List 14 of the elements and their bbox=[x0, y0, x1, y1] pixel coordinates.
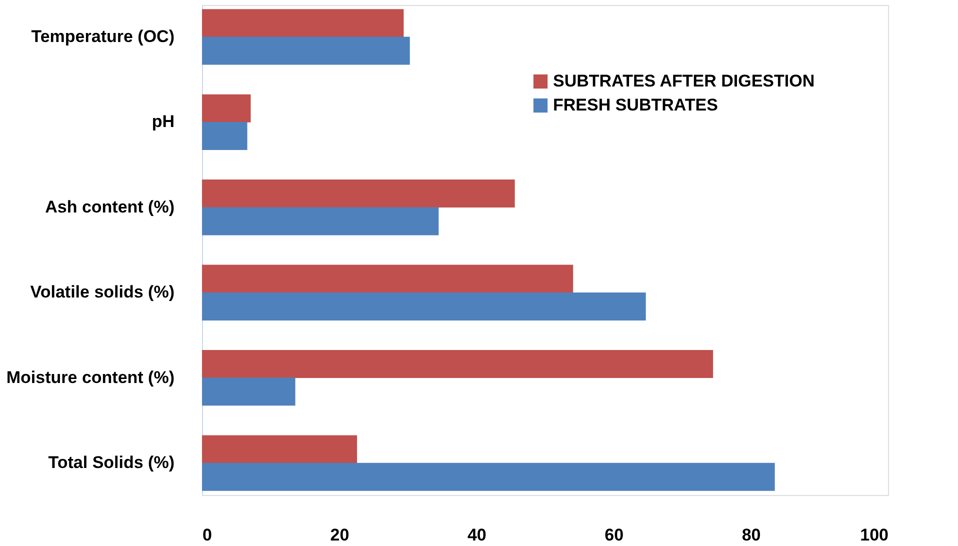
x-tick-label: 100 bbox=[860, 526, 888, 544]
y-tick-label: pH bbox=[152, 112, 174, 132]
legend-label: SUBTRATES AFTER DIGESTION bbox=[553, 72, 815, 90]
x-tick-label: 20 bbox=[330, 526, 350, 544]
x-tick-label: 40 bbox=[467, 526, 486, 544]
legend-label: FRESH SUBTRATES bbox=[553, 96, 718, 114]
y-tick-label: Ash content (%) bbox=[45, 197, 174, 216]
x-tick-label: 80 bbox=[742, 526, 761, 544]
y-tick-label: Temperature (OC) bbox=[31, 26, 174, 46]
y-tick-label: Moisture content (%) bbox=[6, 368, 174, 387]
x-tick-label: 0 bbox=[202, 526, 212, 544]
y-tick-label: Volatile solids (%) bbox=[30, 282, 174, 302]
x-tick-label: 60 bbox=[604, 526, 624, 544]
y-tick-label: Total Solids (%) bbox=[48, 453, 174, 472]
